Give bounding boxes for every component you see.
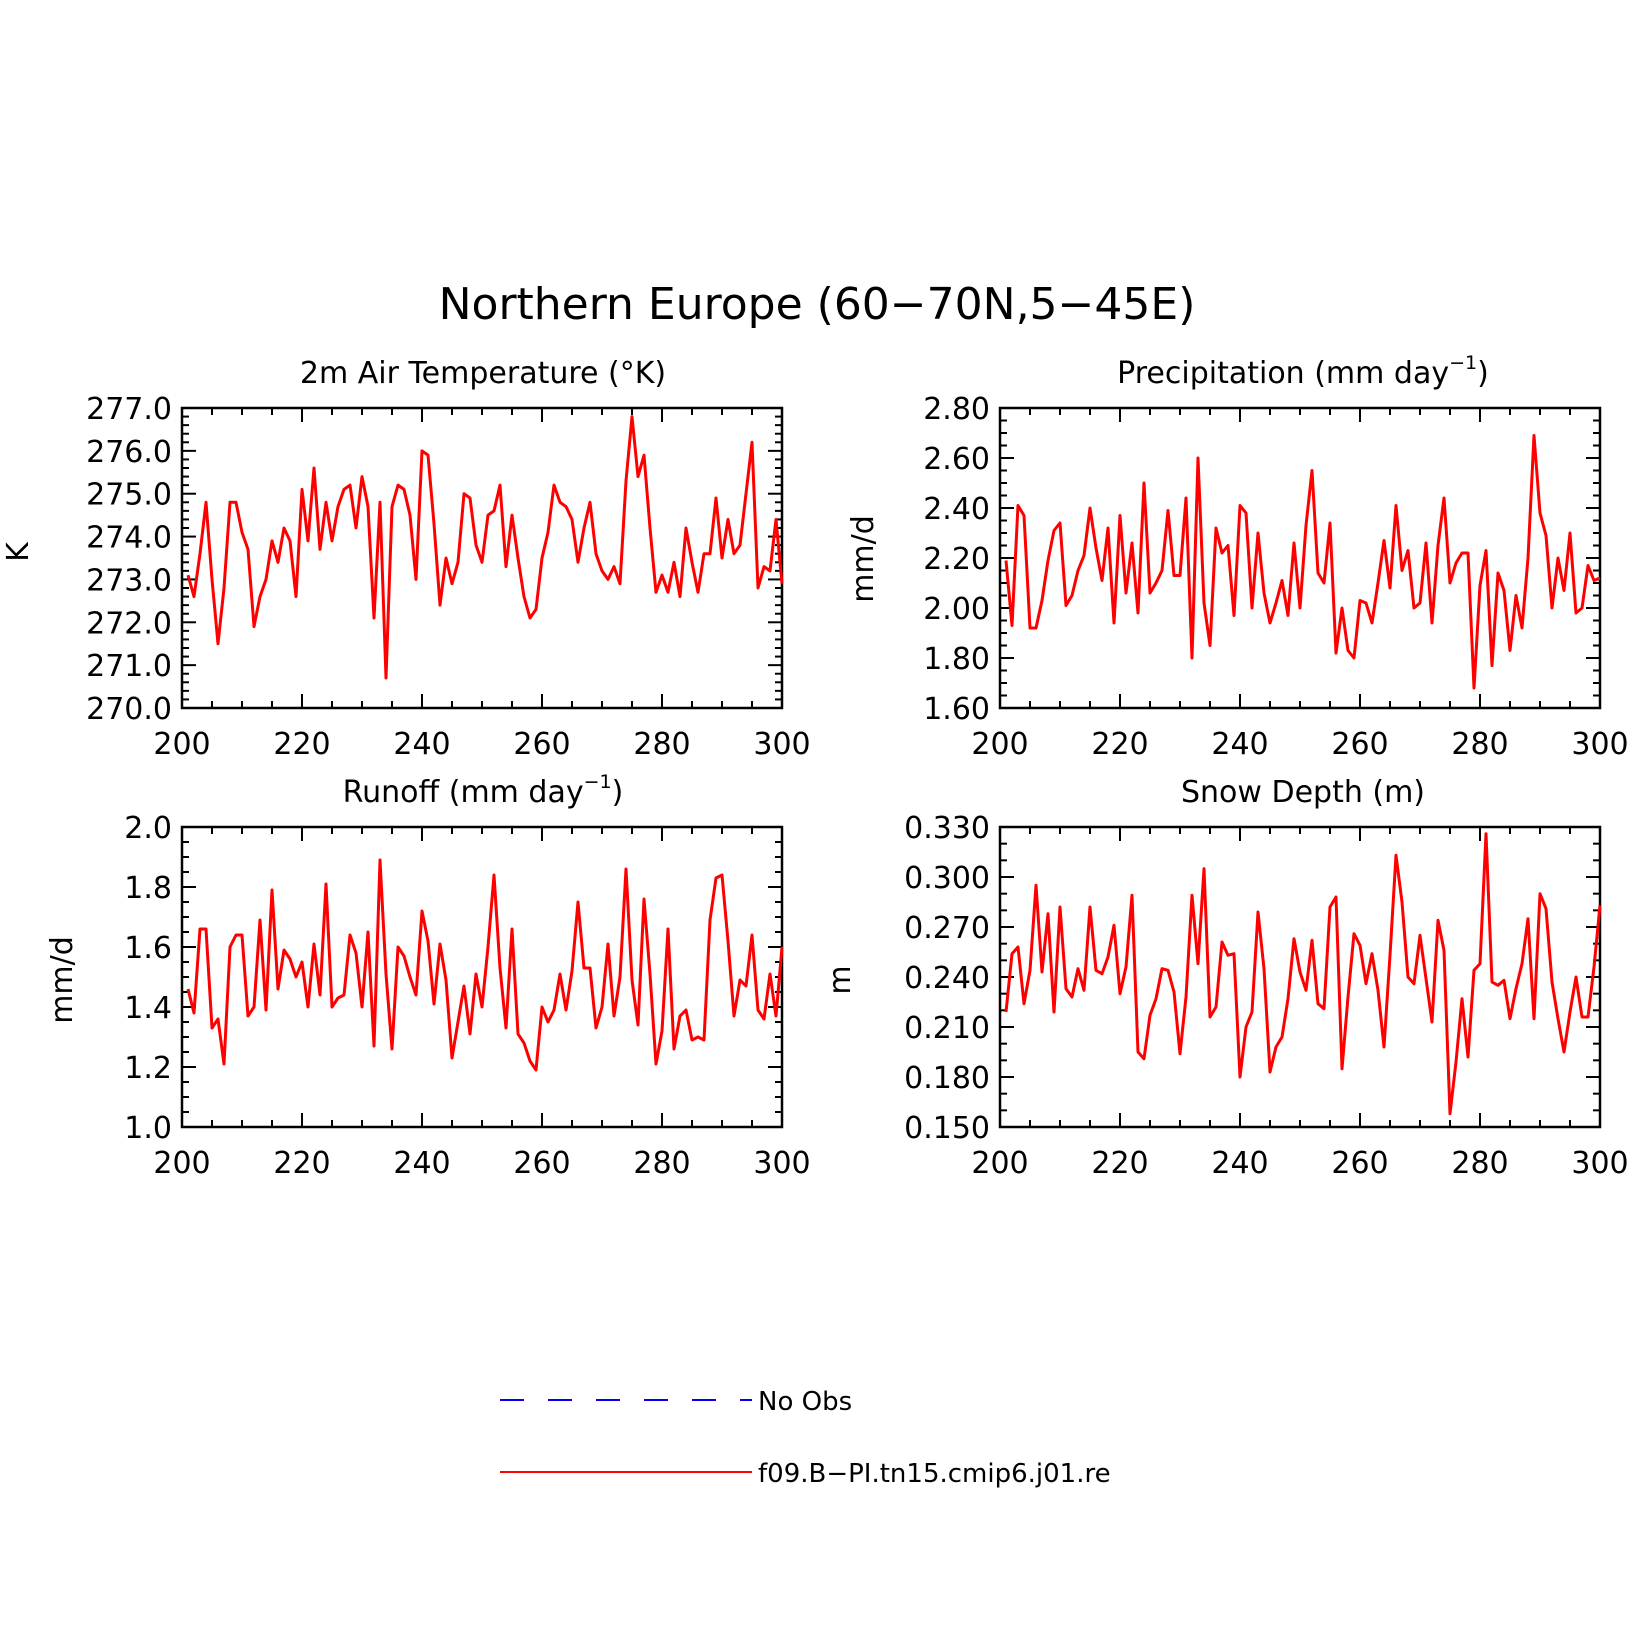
y-tick-label: 2.20 (923, 542, 990, 577)
y-tick-label: 1.4 (124, 991, 172, 1026)
y-tick-label: 270.0 (86, 692, 172, 727)
panel-title: 2m Air Temperature (°K) (300, 356, 666, 391)
panel-title: Snow Depth (m) (1181, 775, 1425, 810)
x-tick-label: 220 (273, 727, 330, 762)
x-tick-label: 220 (1091, 727, 1148, 762)
x-tick-label: 260 (513, 727, 570, 762)
y-tick-label: 1.2 (124, 1051, 172, 1086)
plot-area: 200 220 240 260 280 300 1.60 1.80 2.00 2.20 2.40 2.… (923, 392, 1628, 762)
y-tick-label: 0.240 (904, 961, 990, 996)
x-tick-label: 240 (1211, 727, 1268, 762)
y-tick-label: 0.180 (904, 1061, 990, 1096)
plot-area: 200 220 240 260 280 300 0.150 0.180 0.210 0.240 0.… (904, 811, 1629, 1181)
x-tick-label: 280 (1451, 1146, 1508, 1181)
y-tick-label: 1.60 (923, 692, 990, 727)
plot-frame (998, 406, 1602, 710)
y-tick-label: 274.0 (86, 521, 172, 556)
x-tick-label: 300 (1571, 727, 1628, 762)
x-tick-label: 280 (633, 1146, 690, 1181)
series-line (1004, 832, 1602, 1116)
legend-label-obs: No Obs (758, 1387, 852, 1417)
x-tick-label: 260 (1331, 727, 1388, 762)
series-line (186, 858, 784, 1072)
panel-air-temperature: 2m Air Temperature (°K) K 200 220 240 260 28… (1, 356, 811, 762)
panel-precipitation: Precipitation (mm day−1) mm/d 200 220 240 2… (846, 352, 1629, 762)
plot-area: 200 220 240 260 280 300 270.0 271.0 272.0 273.0 27… (86, 392, 811, 762)
y-axis-label: m (823, 965, 858, 994)
panel-title: Runoff (mm day−1) (343, 771, 624, 810)
y-tick-label: 2.80 (923, 392, 990, 427)
plot-frame (180, 825, 784, 1129)
x-tick-label: 220 (1091, 1146, 1148, 1181)
x-tick-label: 200 (153, 1146, 210, 1181)
x-tick-label: 240 (393, 1146, 450, 1181)
x-tick-label: 260 (1331, 1146, 1388, 1181)
x-tick-label: 280 (1451, 727, 1508, 762)
x-tick-label: 300 (753, 727, 810, 762)
y-tick-label: 1.8 (124, 871, 172, 906)
legend: No Obs f09.B−PI.tn15.cmip6.j01.re (500, 1387, 1111, 1489)
x-tick-label: 200 (971, 1146, 1028, 1181)
panel-title: Precipitation (mm day−1) (1117, 352, 1489, 391)
y-tick-label: 275.0 (86, 478, 172, 513)
y-tick-label: 0.330 (904, 811, 990, 846)
y-tick-label: 1.80 (923, 642, 990, 677)
x-tick-label: 280 (633, 727, 690, 762)
y-tick-label: 1.0 (124, 1111, 172, 1146)
series-line (186, 415, 784, 680)
panel-snow-depth: Snow Depth (m) m 200 220 240 260 280 300 0.150… (823, 775, 1629, 1181)
y-tick-label: 272.0 (86, 606, 172, 641)
y-tick-label: 0.300 (904, 861, 990, 896)
x-tick-label: 200 (153, 727, 210, 762)
y-axis-label: K (1, 541, 36, 562)
y-tick-label: 273.0 (86, 563, 172, 598)
y-tick-label: 2.40 (923, 492, 990, 527)
plot-area: 200 220 240 260 280 300 1.0 1.2 1.4 1.6 1.8 2.0 (124, 811, 810, 1181)
y-tick-label: 271.0 (86, 649, 172, 684)
series-line (1004, 434, 1601, 690)
legend-label-model: f09.B−PI.tn15.cmip6.j01.re (758, 1459, 1111, 1489)
x-tick-label: 260 (513, 1146, 570, 1181)
x-tick-label: 240 (1211, 1146, 1268, 1181)
y-tick-label: 0.150 (904, 1111, 990, 1146)
y-axis-label: mm/d (846, 515, 881, 603)
y-tick-label: 276.0 (86, 435, 172, 470)
y-tick-label: 277.0 (86, 392, 172, 427)
panel-runoff: Runoff (mm day−1) mm/d 200 220 240 260 280 30… (45, 771, 811, 1181)
x-tick-label: 200 (971, 727, 1028, 762)
y-tick-label: 0.270 (904, 911, 990, 946)
x-tick-label: 300 (1571, 1146, 1628, 1181)
y-tick-label: 2.0 (124, 811, 172, 846)
y-axis-label: mm/d (45, 936, 80, 1024)
x-tick-label: 220 (273, 1146, 330, 1181)
y-tick-label: 2.60 (923, 442, 990, 477)
x-tick-label: 240 (393, 727, 450, 762)
x-tick-label: 300 (753, 1146, 810, 1181)
y-tick-label: 1.6 (124, 931, 172, 966)
y-tick-label: 2.00 (923, 592, 990, 627)
figure-title: Northern Europe (60−70N,5−45E) (439, 279, 1196, 330)
y-tick-label: 0.210 (904, 1011, 990, 1046)
plot-frame (998, 825, 1602, 1129)
